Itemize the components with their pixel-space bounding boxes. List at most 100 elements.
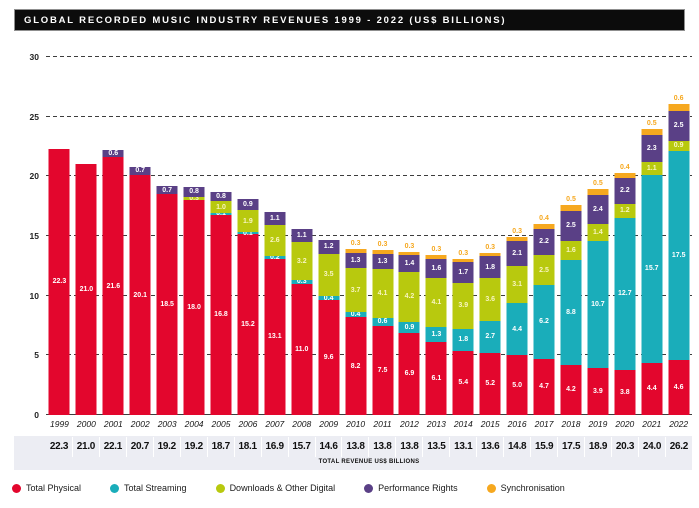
- total-value-2001: 22.1: [98, 437, 126, 457]
- bar-column-2010: 8.2 0.4 3.7 1.3 0.3: [342, 57, 369, 415]
- legend-dot-icon: [486, 483, 496, 493]
- bar-segment-performance-rights: 0.7: [156, 185, 178, 195]
- totals-row-caption: TOTAL REVENUE US$ BILLIONS: [318, 459, 420, 465]
- bar-segment-total-streaming: 0.1: [210, 210, 232, 217]
- bar-segment-total-physical: 6.1: [425, 342, 447, 415]
- gridline-0: [46, 414, 692, 415]
- value-label-total-physical: 5.4: [458, 379, 469, 387]
- total-value-2009: 14.6: [314, 437, 342, 457]
- bar-segment-total-physical: 13.1: [264, 258, 286, 415]
- value-label-synchronisation: 0.4: [619, 163, 630, 171]
- bar-column-2021: 4.4 15.7 1.1 2.3 0.5: [638, 57, 665, 415]
- value-label-total-physical: 15.2: [241, 320, 255, 328]
- value-label-total-physical: 3.8: [619, 388, 630, 396]
- value-label-total-streaming: 12.7: [618, 290, 632, 298]
- bar-segment-performance-rights: 2.1: [506, 240, 528, 266]
- bar-segment-synchronisation: [398, 251, 420, 256]
- bar-segment-downloads-other-digital: 2.6: [264, 225, 286, 257]
- year-label-2009: 2009: [319, 419, 339, 429]
- year-label-2000: 2000: [76, 419, 96, 429]
- bar-segment-total-physical: 18.0: [183, 200, 205, 415]
- bar-segment-performance-rights: 0.7: [129, 166, 151, 176]
- bar-segment-downloads-other-digital: 3.1: [506, 265, 528, 303]
- value-label-total-physical: 13.1: [268, 333, 282, 341]
- bar-segment-synchronisation: [506, 237, 528, 241]
- legend-label: Downloads & Other Digital: [229, 483, 336, 493]
- total-value-2011: 13.8: [368, 437, 395, 457]
- bar-segment-total-streaming: 15.7: [641, 175, 663, 363]
- year-label-2015: 2015: [480, 419, 500, 429]
- value-label-performance-rights: 1.3: [377, 258, 388, 266]
- totals-row: 22.3 21.0 22.1 20.7 19.2 19.2 18.7 18.1 16.9 15.7…: [46, 436, 692, 458]
- legend-item-performance-rights: Performance Rights: [364, 483, 458, 493]
- value-label-total-physical: 7.5: [377, 366, 388, 374]
- total-value-2002: 20.7: [125, 437, 153, 457]
- legend-item-total-physical: Total Physical: [12, 483, 81, 493]
- bar-segment-performance-rights: 1.1: [291, 228, 313, 242]
- value-label-total-streaming: 1.8: [458, 336, 469, 344]
- legend-dot-icon: [110, 483, 120, 493]
- value-label-synchronisation: 0.5: [566, 195, 576, 203]
- value-label-downloads-other-digital: 4.1: [431, 298, 442, 306]
- value-label-performance-rights: 2.2: [619, 187, 630, 195]
- value-label-performance-rights: 2.3: [646, 144, 657, 152]
- bar-segment-total-streaming: 6.2: [533, 284, 555, 359]
- value-label-performance-rights: 2.5: [566, 222, 576, 230]
- legend-label: Synchronisation: [500, 483, 565, 493]
- legend-dot-icon: [364, 483, 374, 493]
- y-tick-label-5: 5: [34, 350, 39, 361]
- bar-segment-synchronisation: [668, 103, 690, 111]
- bar-column-2012: 6.9 0.9 4.2 1.4 0.3: [396, 57, 423, 415]
- bar-segment-performance-rights: 2.3: [641, 134, 663, 163]
- value-label-synchronisation: 0.3: [458, 249, 469, 257]
- value-label-total-streaming: 15.7: [644, 265, 659, 273]
- y-tick-label-0: 0: [34, 410, 39, 420]
- value-label-total-physical: 16.8: [214, 311, 228, 319]
- value-label-total-streaming: 10.7: [591, 301, 605, 309]
- total-value-2013: 13.5: [422, 437, 449, 457]
- bar-segment-total-physical: 21.0: [75, 164, 97, 415]
- bar-segment-downloads-other-digital: 4.2: [398, 271, 420, 322]
- bar-segment-downloads-other-digital: 4.1: [425, 277, 447, 327]
- total-value-2022: 26.2: [664, 437, 692, 457]
- value-label-downloads-other-digital: 4.1: [377, 290, 388, 298]
- total-value-2012: 13.8: [395, 437, 422, 457]
- x-axis-year-labels: 1999 2000 2001 2002 2003 2004 2005 2006 2007 2008…: [46, 419, 692, 433]
- bar-column-2000: 21.0: [73, 57, 100, 415]
- value-label-total-physical: 18.5: [160, 301, 174, 309]
- y-tick-label-30: 30: [29, 52, 39, 62]
- value-label-performance-rights: 0.7: [162, 186, 172, 194]
- bar-segment-performance-rights: 2.5: [668, 110, 690, 141]
- value-label-performance-rights: 0.6: [108, 150, 119, 158]
- value-label-performance-rights: 0.8: [216, 193, 226, 201]
- value-label-synchronisation: 0.5: [646, 119, 657, 127]
- bar-segment-total-streaming: 12.7: [614, 218, 636, 370]
- bar-column-2019: 3.9 10.7 1.4 2.4 0.5: [584, 57, 611, 415]
- value-label-performance-rights: 2.1: [512, 249, 522, 257]
- bar-segment-synchronisation: [614, 172, 636, 178]
- bar-segment-downloads-other-digital: 3.5: [318, 253, 340, 296]
- bar-segment-total-physical: 3.9: [587, 368, 609, 415]
- year-label-2007: 2007: [265, 419, 285, 429]
- bar-segment-performance-rights: 1.4: [398, 255, 420, 272]
- value-label-synchronisation: 0.3: [404, 242, 415, 250]
- bar-segment-downloads-other-digital: 1.2: [614, 203, 636, 219]
- year-label-2022: 2022: [669, 419, 689, 429]
- bar-segment-downloads-other-digital: 1.6: [560, 240, 582, 260]
- value-label-performance-rights: 2.2: [539, 238, 549, 246]
- value-label-synchronisation: 0.3: [485, 243, 496, 251]
- total-value-2004: 19.2: [179, 437, 207, 457]
- value-label-total-physical: 4.6: [673, 384, 684, 392]
- bar-segment-total-physical: 8.2: [345, 317, 367, 415]
- bar-segment-synchronisation: [345, 249, 367, 253]
- bar-segment-total-physical: 3.8: [614, 369, 636, 415]
- year-label-2014: 2014: [453, 419, 473, 429]
- bar-segment-downloads-other-digital: 1.0: [210, 201, 232, 214]
- legend-label: Performance Rights: [378, 483, 458, 493]
- chart-title: GLOBAL RECORDED MUSIC INDUSTRY REVENUES …: [24, 14, 507, 26]
- bar-segment-total-streaming: 0.3: [291, 278, 313, 285]
- value-label-total-physical: 20.1: [133, 291, 148, 299]
- value-label-total-streaming: 4.4: [512, 325, 522, 333]
- bar-segment-performance-rights: 1.3: [345, 252, 367, 269]
- bar-segment-total-physical: 16.8: [210, 214, 232, 415]
